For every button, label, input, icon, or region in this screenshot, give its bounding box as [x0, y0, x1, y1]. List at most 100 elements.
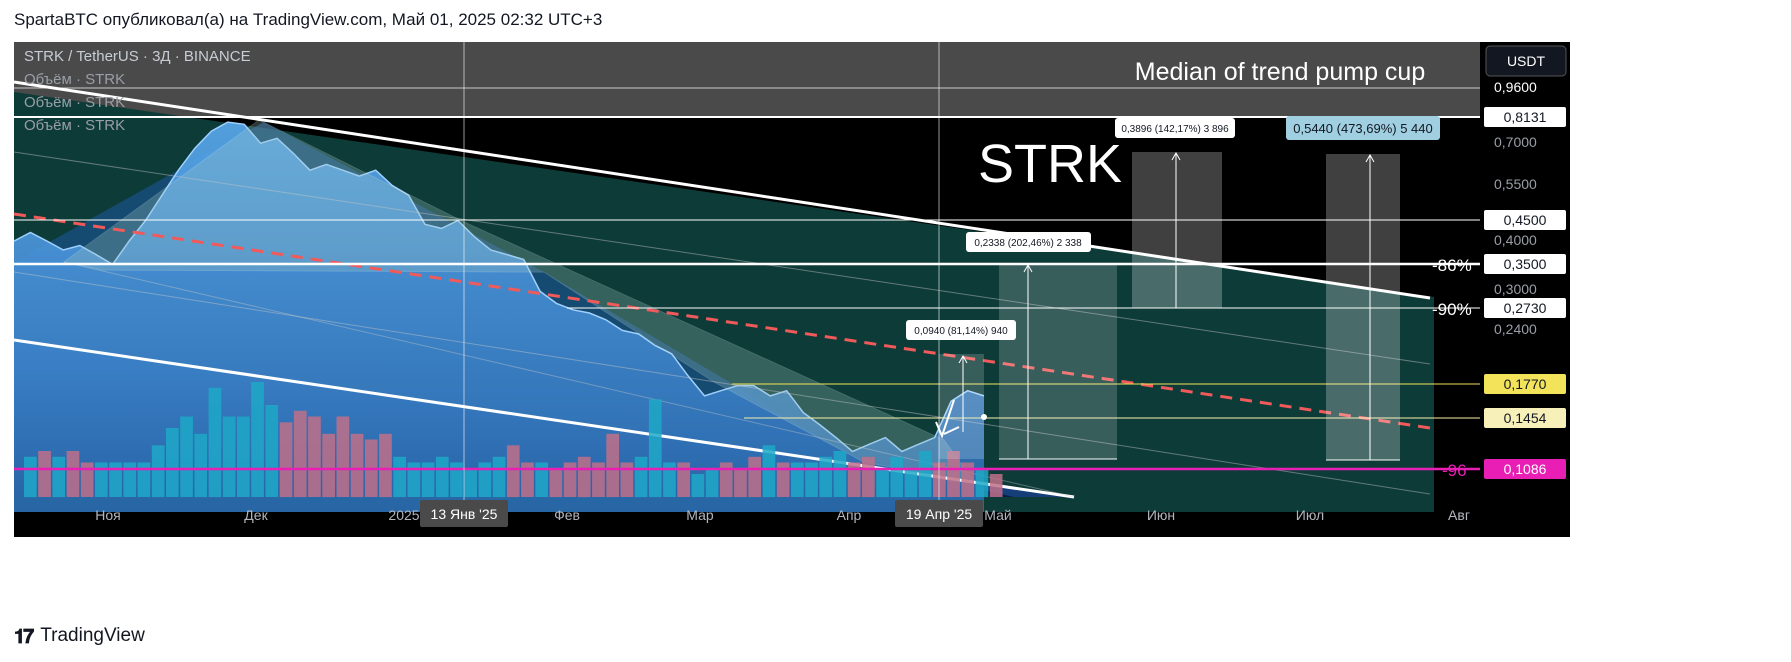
target-box-3 [1132, 152, 1222, 308]
volume-bar [563, 462, 577, 497]
x-tick-jul: Июл [1296, 507, 1324, 523]
pct-label-96: -96 [1442, 461, 1467, 480]
x-tick-feb: Фев [554, 507, 580, 523]
price-tag-0,4500: 0,4500 [1504, 212, 1547, 228]
crosshair-date-jan: 13 Янв '25 [431, 506, 498, 522]
price-tag-bg-0,1086 [1484, 459, 1566, 479]
volume-bar [975, 468, 989, 498]
volume-bar [663, 462, 676, 497]
target-label-bg-3 [1115, 118, 1235, 138]
volume-bar [592, 462, 605, 497]
target-label-bg-1 [906, 320, 1016, 340]
volume-bar [52, 456, 66, 498]
axis-tick-0,9600: 0,9600 [1494, 79, 1537, 95]
currency-button-label: USDT [1507, 53, 1546, 69]
volume-bar [450, 462, 463, 497]
volume-bar [535, 462, 548, 497]
symbol-title: STRK / TetherUS · 3Д · BINANCE [24, 48, 251, 65]
volume-bar [151, 445, 165, 498]
volume-bar [648, 399, 662, 498]
channel-line-thin-3 [63, 261, 1075, 498]
volume-bar [208, 387, 222, 498]
tradingview-logo-icon: 𝟏𝟕 [14, 624, 34, 648]
volume-bars [24, 382, 1003, 498]
axis-tick-0,4000: 0,4000 [1494, 232, 1537, 248]
target-arrow-1-head [958, 354, 968, 364]
volume-bar [24, 456, 37, 498]
volume-bar [393, 456, 406, 498]
crosshair-date-apr: 19 Апр '25 [906, 506, 973, 522]
x-tick-mar: Мар [686, 507, 714, 523]
x-tick-nov: Ноя [95, 507, 120, 523]
volume-bar [691, 474, 705, 497]
volume-bar [833, 451, 847, 497]
volume-bar [521, 462, 534, 497]
crosshair-date-bg-apr [895, 500, 983, 527]
volume-bar [379, 433, 392, 498]
volume-bar [705, 468, 719, 498]
target-label-2: 0,2338 (202,46%) 2 338 [974, 238, 1082, 249]
volume-bar [904, 468, 918, 498]
volume-bar [66, 451, 80, 497]
price-tag-bg-0,1454 [1484, 408, 1566, 428]
volume-bar [137, 462, 151, 497]
volume-bar [947, 451, 960, 497]
target-label-bg-4 [1286, 116, 1440, 140]
volume-bar [308, 416, 321, 497]
volume-bar [123, 462, 137, 497]
volume-legend-2: Объём · STRK [24, 94, 125, 111]
volume-bar [805, 462, 818, 497]
axis-tick-0,7000: 0,7000 [1494, 134, 1537, 150]
current-price-dot [981, 414, 987, 420]
pct-label-90: -90% [1432, 300, 1472, 319]
x-tick-aug: Авг [1448, 507, 1470, 523]
volume-bar [279, 422, 293, 498]
volume-bar [322, 433, 335, 498]
volume-bar [918, 451, 932, 497]
volume-bar [109, 462, 122, 497]
volume-bar [166, 428, 179, 497]
volume-bar [237, 416, 250, 497]
checkmark-arrow-tail [943, 426, 960, 435]
price-tag-bg-0,1770 [1484, 374, 1566, 394]
volume-bar [819, 456, 833, 498]
ticker-big-label: STRK [978, 134, 1122, 194]
price-tag-bg-0,2730 [1484, 298, 1566, 318]
volume-bar [180, 416, 193, 497]
x-tick-jun: Июн [1147, 507, 1175, 523]
price-line [14, 121, 985, 453]
volume-bar [719, 462, 733, 497]
target-label-1: 0,0940 (81,14%) 940 [914, 326, 1008, 337]
volume-bar [38, 451, 51, 497]
price-chart[interactable]: 0,0940 (81,14%) 940 0,2338 (202,46%) 2 3… [14, 42, 1774, 537]
x-tick-2025: 2025 [388, 507, 419, 523]
target-label-3: 0,3896 (142,17%) 3 896 [1121, 124, 1229, 135]
publisher-header: SpartaBTC опубликовал(а) на TradingView.… [14, 10, 603, 29]
x-tick-may: Май [984, 507, 1011, 523]
volume-bar [506, 445, 520, 498]
target-arrow-4-head [1365, 153, 1375, 163]
volume-bar [961, 462, 975, 497]
volume-bar [734, 468, 747, 498]
tradingview-footer[interactable]: 𝟏𝟕 TradingView [14, 624, 145, 648]
volume-bar [549, 468, 563, 498]
price-tag-bg-0,3500 [1484, 254, 1566, 274]
currency-button [1485, 45, 1567, 77]
tradingview-brand: TradingView [40, 625, 145, 646]
target-label-bg-2 [966, 232, 1091, 252]
target-arrow-2-head [1023, 263, 1033, 273]
volume-bar [478, 462, 492, 497]
channel-line-thin-2 [14, 271, 1431, 495]
volume-bar [748, 456, 761, 498]
volume-bar [293, 410, 307, 498]
price-tag-0,8131: 0,8131 [1504, 109, 1547, 125]
volume-bar [464, 468, 477, 498]
x-tick-apr: Апр [837, 507, 862, 523]
volume-bar [762, 445, 776, 498]
top-panel-band [14, 42, 1480, 117]
volume-bar [336, 416, 350, 497]
price-tag-0,1770: 0,1770 [1504, 376, 1547, 392]
volume-bar [847, 462, 861, 497]
axis-tick-0,5500: 0,5500 [1494, 176, 1537, 192]
volume-legend-3: Объём · STRK [24, 117, 125, 134]
